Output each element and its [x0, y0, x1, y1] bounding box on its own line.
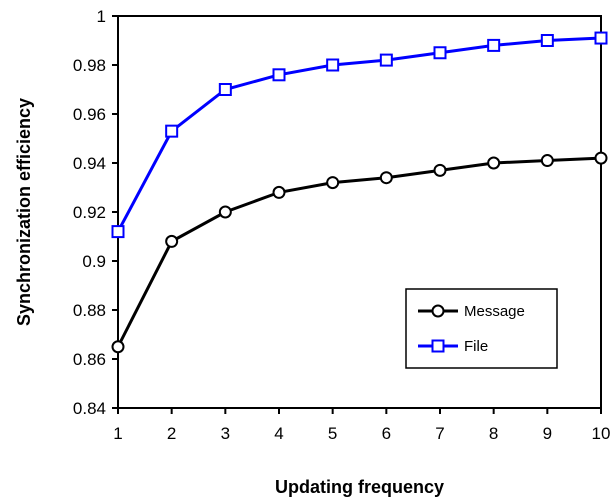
legend-box — [405, 288, 558, 369]
y-tick-label: 0.96 — [73, 105, 106, 124]
x-tick-label: 1 — [113, 424, 122, 443]
x-tick-label: 4 — [274, 424, 283, 443]
data-point — [540, 34, 554, 47]
data-point — [272, 68, 286, 82]
legend-label: File — [464, 338, 488, 355]
series-layer — [111, 31, 608, 354]
data-point — [379, 171, 393, 185]
x-tick-label: 6 — [382, 424, 391, 443]
y-axis: 0.84 0.86 0.88 0.9 0.92 0.94 0.96 0.98 1 — [73, 7, 118, 418]
data-point — [594, 31, 608, 45]
x-tick-label: 8 — [489, 424, 498, 443]
series-message — [111, 151, 608, 354]
data-point — [272, 185, 286, 199]
x-tick-label: 5 — [328, 424, 337, 443]
x-tick-label: 2 — [167, 424, 176, 443]
y-tick-label: 0.86 — [73, 350, 106, 369]
data-point — [433, 163, 447, 177]
legend-item-file: File — [418, 338, 488, 355]
data-point — [218, 83, 232, 96]
data-point — [111, 225, 125, 239]
data-point — [326, 176, 340, 190]
data-point — [165, 234, 179, 248]
data-point — [540, 154, 554, 168]
x-axis-title: Updating frequency — [275, 477, 444, 497]
data-point — [218, 205, 232, 219]
data-point — [165, 124, 179, 138]
series-file — [111, 31, 608, 239]
y-tick-label: 1 — [97, 7, 106, 26]
series-line — [116, 156, 602, 348]
x-tick-label: 10 — [592, 424, 611, 443]
x-tick-label: 9 — [543, 424, 552, 443]
y-tick-label: 0.98 — [73, 56, 106, 75]
data-point — [487, 38, 501, 52]
series-line — [116, 36, 602, 233]
y-tick-label: 0.92 — [73, 203, 106, 222]
data-point — [111, 340, 125, 354]
x-tick-label: 3 — [221, 424, 230, 443]
y-tick-label: 0.94 — [73, 154, 106, 173]
legend: Message File — [405, 288, 558, 369]
data-point — [487, 156, 501, 170]
data-point — [379, 53, 393, 67]
y-axis-title: Synchronization efficiency — [14, 98, 34, 326]
y-tick-label: 0.9 — [82, 252, 106, 271]
x-tick-label: 7 — [435, 424, 444, 443]
legend-marker — [431, 304, 445, 318]
y-tick-label: 0.88 — [73, 301, 106, 320]
x-axis: 1 2 3 4 5 6 7 8 9 10 — [113, 408, 610, 443]
legend-marker — [431, 339, 445, 353]
legend-item-message: Message — [418, 303, 525, 320]
data-point — [326, 58, 340, 72]
data-point — [433, 46, 447, 60]
y-tick-label: 0.84 — [73, 399, 106, 418]
data-point — [594, 151, 608, 165]
legend-label: Message — [464, 303, 525, 320]
